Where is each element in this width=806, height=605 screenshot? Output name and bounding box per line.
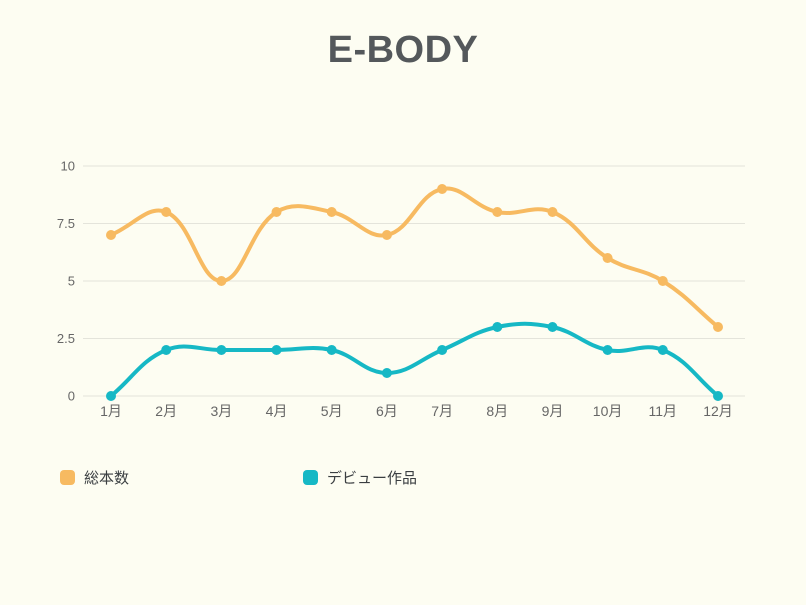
y-tick-label: 5 [68, 274, 75, 289]
chart-title: E-BODY [327, 29, 479, 71]
data-point-0-0 [106, 230, 116, 240]
data-point-1-6 [437, 345, 448, 355]
legend-item-total[interactable]: 総本数 [60, 467, 129, 488]
data-point-1-2 [216, 345, 227, 355]
y-tick-label: 10 [61, 159, 75, 174]
series-line-1 [109, 321, 720, 398]
x-axis-label: 9月 [542, 403, 564, 419]
data-point-1-0 [106, 391, 116, 401]
x-axis-label: 1月 [100, 403, 122, 419]
data-point-1-4 [326, 345, 337, 355]
data-point-0-9 [602, 253, 613, 263]
series-line-0 [109, 186, 720, 329]
data-point-1-11 [713, 391, 723, 401]
data-point-0-2 [216, 276, 227, 286]
data-point-0-8 [547, 207, 558, 217]
data-point-0-7 [492, 207, 503, 217]
data-point-1-10 [657, 345, 668, 355]
data-point-0-11 [713, 322, 723, 332]
x-axis-label: 3月 [211, 403, 233, 419]
chart-legend: 総本数 デビュー作品 [0, 467, 806, 487]
x-axis-label: 11月 [649, 403, 678, 419]
data-point-0-1 [161, 207, 172, 217]
x-axis-label: 5月 [321, 403, 343, 419]
x-axis-label: 7月 [431, 403, 453, 419]
x-axis-label: 4月 [266, 403, 288, 419]
data-point-0-4 [326, 207, 337, 217]
y-tick-label: 7.5 [57, 216, 75, 231]
data-point-1-7 [492, 322, 503, 332]
data-point-0-10 [657, 276, 668, 286]
data-point-0-5 [381, 230, 392, 240]
legend-swatch-debut-icon [303, 470, 318, 485]
legend-item-debut[interactable]: デビュー作品 [303, 467, 417, 488]
data-point-0-6 [437, 184, 448, 194]
legend-label-total: 総本数 [84, 470, 130, 487]
y-tick-label: 0 [68, 389, 75, 404]
y-tick-label: 2.5 [57, 331, 75, 346]
data-point-1-5 [381, 368, 392, 378]
data-point-1-8 [547, 322, 558, 332]
x-axis-label: 12月 [703, 403, 733, 419]
x-axis-label: 8月 [486, 403, 508, 419]
legend-label-debut: デビュー作品 [327, 470, 418, 487]
data-point-1-3 [271, 345, 282, 355]
data-point-1-1 [161, 345, 172, 355]
x-axis-label: 10月 [593, 403, 623, 419]
data-point-1-9 [602, 345, 613, 355]
legend-swatch-total-icon [60, 470, 75, 485]
x-axis-label: 6月 [376, 403, 398, 419]
data-point-0-3 [271, 207, 282, 217]
line-chart-canvas: 0 2.5 5 7.5 10 1月 2月 3月 4月 5月 6月 7月 8月 9月 10月 11月 12月 [57, 159, 745, 419]
x-axis-label: 2月 [155, 403, 177, 419]
